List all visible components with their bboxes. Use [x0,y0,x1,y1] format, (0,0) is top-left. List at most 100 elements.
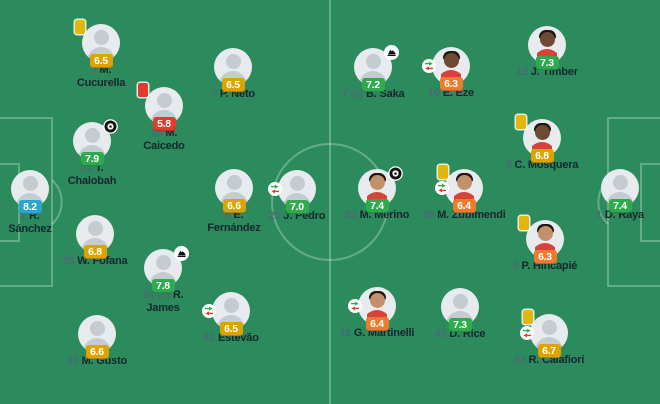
rating-badge: 5.8 [152,117,176,131]
rating-badge: 7.0 [285,200,309,214]
player-name: 1 R. Sánchez [0,210,76,236]
player-name-text: R. [26,210,40,222]
player-avatar-wrap: 6.8 [516,115,561,163]
player-number: 41 [434,328,447,340]
avatar-head [456,175,472,190]
yellow-card-icon [519,216,529,230]
player-r-calafiori[interactable]: 6.7 33 R. Calafiori [503,310,595,367]
avatar-head [369,175,385,190]
player-avatar-wrap: 7.3 [528,26,566,70]
player-name-line: 7 (c) B. Saka [327,88,419,101]
player-g-martinelli[interactable]: 6.4 11 G. Martinelli [331,287,423,340]
player-name-line: 1 R. [0,210,76,223]
avatar-head [365,54,381,69]
player-m-cucurella[interactable]: 6.5 3 M. Cucurella [55,20,147,90]
left-penalty-arc [51,179,63,225]
avatar-head [22,176,38,191]
player-name-text: Saka [376,88,405,100]
player-number: 41 [203,332,216,344]
player-m-caicedo[interactable]: 5.8 25 M. Caicedo [118,83,210,153]
player-number: 27 [66,355,79,367]
player-name-line: Fernández [188,222,280,235]
player-j-pedro[interactable]: 7.0 20 J. Pedro [251,170,343,223]
rating-badge: 7.8 [151,279,175,293]
player-name-text: R. [525,354,540,366]
avatar-head [84,128,100,143]
player-avatar-wrap: 7.2 [354,45,399,92]
player-number: (c) [347,88,364,100]
player-name-text: E. [230,209,244,221]
rating-badge: 6.3 [533,250,557,264]
player-e-fern-ndez[interactable]: 6.6 8 E. Fernández [188,169,280,235]
player-number: 3 [90,64,97,76]
player-r-s-nchez[interactable]: 8.2 1 R. Sánchez [0,170,76,236]
player-p-hincapi[interactable]: 6.3 5 P. Hincapié [499,216,591,273]
avatar-head [534,125,550,140]
player-number: 7 [341,88,348,100]
avatar-head [289,176,305,191]
substitution-icon [435,181,449,200]
player-m-gusto[interactable]: 6.6 27 M. Gusto [51,315,143,368]
player-avatar-wrap: 5.8 [138,83,183,131]
avatar-head [225,54,241,69]
player-est-v-o[interactable]: 6.5 41 Estêvão [185,292,277,345]
player-avatar [530,314,568,352]
player-name-text: G. [351,327,366,339]
substitution-icon [202,304,216,323]
player-name-text: M. [434,209,449,221]
player-avatar-wrap: 6.5 [75,20,120,68]
avatar-head [223,298,239,313]
player-w-fofana[interactable]: 6.8 29 W. Fofana [49,215,141,268]
player-name-line: James [117,302,209,315]
avatar-head [539,32,555,47]
yellow-card-icon [75,20,85,34]
player-avatar-wrap: 6.3 [422,47,470,91]
player-name-line: Chalobah [46,175,138,188]
rating-badge: 6.5 [221,78,245,92]
player-e-eze[interactable]: 6.3 10 E. Eze [405,47,497,100]
rating-badge: 7.4 [365,199,389,213]
rating-badge: 7.2 [361,78,385,92]
yellow-card-icon [523,310,533,324]
player-c-b-saka[interactable]: 7.2 7 (c) B. Saka [327,45,419,101]
player-t-chalobah[interactable]: 7.9 23 T. Chalobah [46,119,138,188]
rating-badge: 7.3 [535,56,559,70]
avatar-head [537,226,553,241]
avatar-head [226,175,242,190]
avatar-head [93,30,109,45]
player-name-text: P. [216,88,229,100]
player-avatar-wrap: 6.6 [78,315,116,359]
player-p-neto[interactable]: 6.5 7 P. Neto [187,48,279,101]
player-c-r-james[interactable]: 7.8 24 (c) R. James [117,246,209,315]
player-number: 1 [20,210,27,222]
player-number: 10 [428,87,440,99]
player-name-text: Sánchez [8,223,52,235]
rating-badge: 6.8 [83,245,107,259]
player-c-mosquera[interactable]: 6.8 3 C. Mosquera [496,115,588,172]
player-name-line: Caicedo [118,140,210,153]
rating-badge: 6.4 [452,199,476,213]
rating-badge: 6.5 [219,322,243,336]
player-avatar-wrap: 7.4 [358,166,403,213]
player-name-text: Cucurella [76,77,126,89]
avatar-head [541,320,557,335]
player-number: 36 [422,209,435,221]
player-avatar-wrap: 6.8 [76,215,114,259]
player-number: 3 [505,159,512,171]
player-m-merino[interactable]: 7.4 23 M. Merino [331,166,423,222]
player-m-zubimendi[interactable]: 6.4 36 M. Zubimendi [418,165,510,222]
player-d-rice[interactable]: 7.3 41 D. Rice [414,288,506,341]
player-avatar-wrap: 6.7 [520,310,568,358]
substitution-icon [268,182,282,201]
avatar-head [155,255,171,270]
player-avatar [601,169,639,207]
avatar-head [369,293,385,308]
yellow-card-icon [438,165,448,179]
player-number: 8 [224,209,231,221]
player-d-raya[interactable]: 7.4 1 D. Raya [574,169,660,222]
rating-badge: 7.9 [80,152,104,166]
right-goal-area [640,163,660,242]
player-name-text: D. [602,209,616,221]
player-j-timber[interactable]: 7.3 12 J. Timber [501,26,593,79]
player-avatar-wrap: 7.9 [73,119,118,166]
